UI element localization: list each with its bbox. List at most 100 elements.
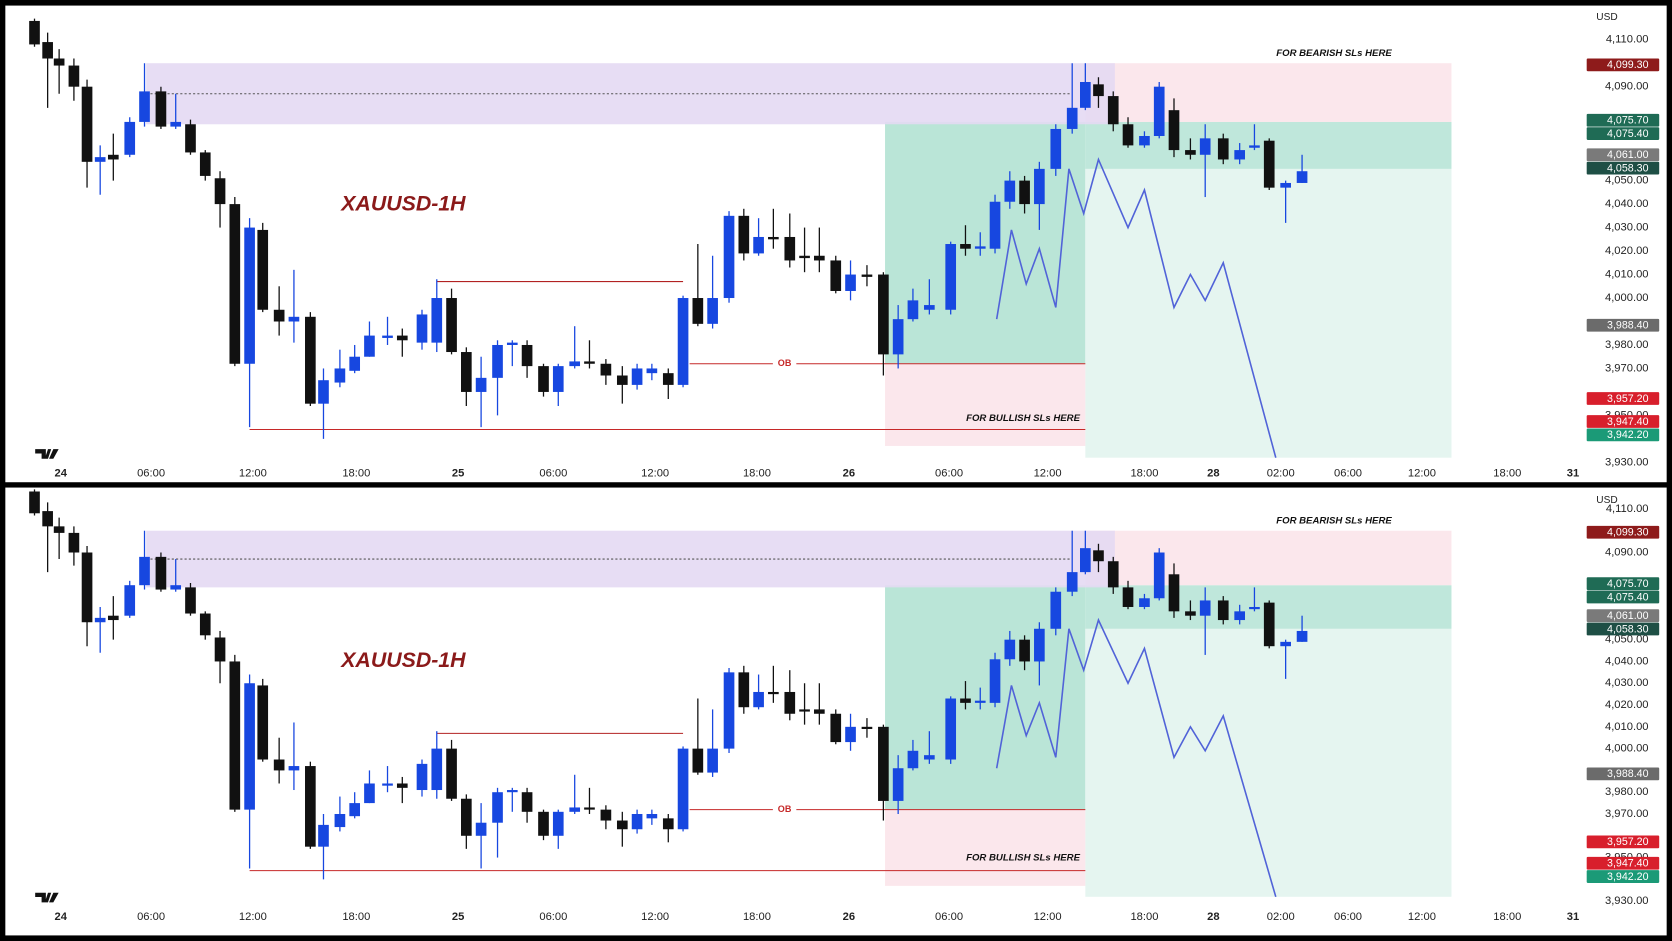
candle-body	[305, 766, 316, 847]
price-label-box	[1586, 590, 1660, 604]
candle-body	[538, 366, 549, 392]
y-tick-label: 3,970.00	[1605, 362, 1649, 374]
y-tick-label: 4,040.00	[1605, 655, 1649, 667]
candle-body	[29, 491, 40, 514]
candle-body	[1199, 600, 1211, 616]
candle-body	[475, 377, 487, 392]
candle-body	[107, 615, 119, 621]
y-tick-label: 4,030.00	[1605, 222, 1649, 234]
price-label: 3,988.40	[1607, 320, 1649, 332]
candle-body	[382, 335, 393, 338]
candle-body	[723, 672, 735, 749]
price-label-box	[1586, 392, 1660, 405]
zone-label: FOR BEARISH SLs HERE	[1276, 516, 1392, 527]
candle-body	[1263, 140, 1275, 188]
candle-body	[42, 42, 53, 59]
x-tick-label: 31	[1567, 468, 1579, 480]
candle-body	[1217, 138, 1229, 160]
candle-body	[646, 368, 658, 374]
candle-body	[431, 298, 443, 343]
x-tick-label: 31	[1567, 911, 1579, 923]
candle-body	[1122, 124, 1134, 146]
zone-label: FOR BULLISH SLs HERE	[966, 853, 1080, 864]
candle-body	[506, 790, 518, 793]
candle-body	[830, 260, 842, 291]
y-tick-label: 3,980.00	[1605, 786, 1649, 798]
chart-title: XAUUSD-1H	[340, 192, 466, 216]
y-tick-label: 4,030.00	[1605, 677, 1649, 689]
zone	[1085, 63, 1452, 122]
y-tick-label: 3,930.00	[1605, 895, 1649, 907]
candle-body	[1199, 138, 1211, 155]
candle-body	[878, 726, 889, 801]
candle-body	[244, 683, 255, 810]
x-tick-label: 18:00	[743, 468, 771, 480]
candle-body	[631, 813, 643, 830]
price-label: 3,947.40	[1607, 858, 1649, 870]
price-label-box	[1586, 835, 1660, 849]
candle-body	[1107, 96, 1119, 125]
candle-body	[616, 375, 628, 385]
zone	[885, 809, 1086, 886]
candle-body	[1093, 550, 1104, 562]
candle-body	[29, 20, 40, 45]
candle-body	[892, 319, 904, 355]
candle-body	[960, 244, 971, 249]
x-tick-label: 06:00	[539, 468, 567, 480]
x-tick-label: 06:00	[137, 911, 165, 923]
tv-logo	[35, 892, 59, 903]
y-tick-label: 3,980.00	[1605, 339, 1649, 351]
candle-body	[170, 121, 182, 127]
y-tick-label: 4,090.00	[1605, 546, 1649, 558]
x-tick-label: 12:00	[1408, 468, 1436, 480]
candle-body	[257, 229, 269, 310]
candle-body	[692, 748, 704, 773]
candle-body	[199, 152, 211, 176]
candle-body	[81, 86, 93, 162]
candle-body	[349, 356, 361, 371]
price-label-box	[1586, 113, 1660, 127]
candle-body	[1280, 641, 1291, 647]
candle-body	[616, 820, 628, 830]
candle-body	[723, 215, 735, 299]
candle-body	[814, 709, 825, 714]
x-tick-label: 28	[1207, 468, 1219, 480]
currency: USD	[1596, 495, 1617, 506]
candle-body	[334, 813, 346, 828]
price-label-box	[1586, 856, 1660, 870]
candle-body	[584, 361, 595, 364]
candle-body	[1139, 598, 1150, 607]
candle-body	[81, 552, 93, 623]
candle-body	[1034, 628, 1045, 662]
candle-body	[170, 585, 182, 590]
candle-body	[318, 380, 329, 404]
candle-body	[229, 661, 241, 810]
zone	[885, 363, 1086, 446]
candle-body	[768, 236, 779, 240]
candle-body	[707, 748, 718, 773]
panel: OB FOR BEARISH SLs HERE FOR BULLISH SLs HE…	[29, 489, 1660, 923]
candle-body	[155, 556, 167, 590]
price-label-box	[1586, 127, 1660, 140]
price-label-box	[1586, 577, 1660, 591]
y-tick-label: 4,110.00	[1606, 34, 1649, 46]
candle-body	[861, 274, 873, 277]
candle-body	[707, 298, 718, 324]
candle-body	[155, 91, 167, 127]
candle-body	[288, 316, 300, 322]
price-label: 4,099.30	[1607, 527, 1649, 539]
tv-logo	[35, 449, 59, 459]
candle-body	[139, 556, 150, 586]
candle-body	[552, 811, 564, 836]
candle-body	[1249, 606, 1260, 610]
x-tick-label: 24	[55, 468, 68, 480]
candle-body	[364, 783, 375, 804]
price-label: 3,957.20	[1607, 836, 1649, 848]
candle-body	[600, 363, 612, 376]
candle-body	[1280, 182, 1291, 188]
candle-body	[1050, 128, 1062, 169]
candle-body	[139, 91, 150, 122]
candle-body	[584, 807, 595, 810]
candle-body	[1296, 630, 1308, 642]
candle-body	[334, 368, 346, 383]
